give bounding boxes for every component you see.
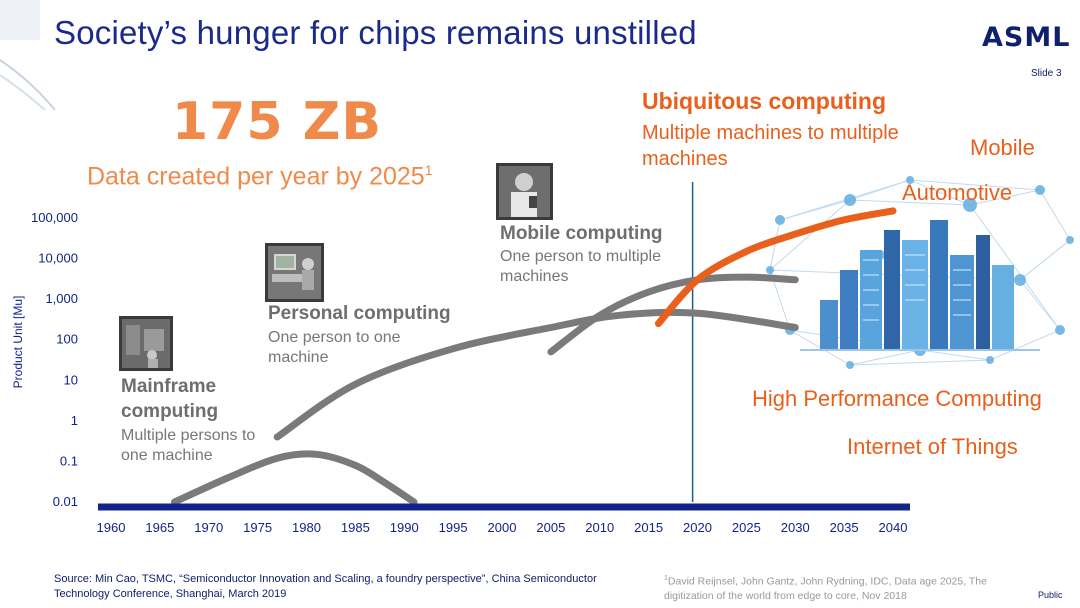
x-tick-label: 1990: [390, 520, 419, 535]
x-tick-label: 1965: [145, 520, 174, 535]
era-personal-desc: One person to one machine: [268, 329, 401, 366]
y-tick-label: 10: [64, 372, 78, 387]
x-tick-label: 2030: [781, 520, 810, 535]
series-personal-computing-line: [273, 308, 799, 441]
asml-logo: ASML: [982, 22, 1071, 53]
y-tick-label: 100: [56, 332, 78, 347]
era-mobile-title: Mobile computing: [500, 223, 663, 244]
era-mainframe-desc: Multiple persons to one machine: [121, 427, 256, 464]
x-tick-label: 2000: [488, 520, 517, 535]
x-tick-label: 2015: [634, 520, 663, 535]
y-tick-label: 100,000: [31, 210, 78, 225]
series-ubiquitous-computing-line: [654, 207, 897, 328]
x-tick-label: 2020: [683, 520, 712, 535]
plot-area: 1960 1965 1970 1975 1980 1985 1990 1995 2000 2005…: [11, 182, 910, 535]
headline-description-text: Data created per year by 2025: [87, 162, 425, 191]
footnote-mark: 1: [664, 575, 668, 582]
x-tick-label: 1995: [439, 520, 468, 535]
y-tick-label: 0.01: [53, 494, 78, 509]
y-tick-label: 1,000: [45, 291, 78, 306]
footnote-text: David Reijnsel, John Gantz, John Rydning…: [664, 575, 987, 602]
series-mobile-computing-line: [547, 273, 799, 356]
mobile-user-photo: [496, 163, 553, 220]
personal-computer-photo: [265, 243, 324, 302]
x-tick-label: 1980: [292, 520, 321, 535]
x-tick-label: 2035: [830, 520, 859, 535]
ubiquitous-title: Ubiquitous computing: [642, 88, 887, 114]
background-swoosh: [0, 0, 56, 110]
era-mainframe-title-line2: computing: [121, 401, 219, 422]
y-axis-label: Product Unit [Mu]: [11, 296, 25, 389]
mainframe-photo: [119, 316, 173, 371]
x-tick-label: 2010: [585, 520, 614, 535]
page-title: Society’s hunger for chips remains unsti…: [54, 14, 697, 51]
y-tick-label: 0.1: [60, 453, 78, 468]
y-tick-label: 10,000: [38, 251, 78, 266]
era-mainframe-title: Mainframe: [121, 376, 217, 397]
slide-number: Slide 3: [1031, 68, 1062, 79]
headline-value: 175 ZB: [172, 92, 382, 152]
series-mainframe-computing-line: [171, 450, 418, 506]
source-citation: Source: Min Cao, TSMC, “Semiconductor In…: [54, 573, 597, 600]
x-tick-label: 1975: [243, 520, 272, 535]
ubiquitous-desc: Multiple machines to multiple machines: [642, 122, 899, 170]
app-automotive: Automotive: [902, 180, 1013, 205]
y-tick-label: 1: [71, 413, 78, 428]
app-mobile: Mobile: [970, 135, 1035, 160]
classification-label: Public: [1038, 590, 1063, 600]
era-mobile-desc: One person to multiple machines: [500, 248, 661, 285]
footnote: 1David Reijnsel, John Gantz, John Rydnin…: [664, 572, 1024, 603]
era-personal-title: Personal computing: [268, 303, 451, 324]
x-tick-label: 2005: [536, 520, 565, 535]
x-tick-label: 1970: [194, 520, 223, 535]
x-tick-label: 2040: [879, 520, 908, 535]
headline-description: Data created per year by 20251: [87, 162, 433, 191]
iot-city-illustration: [766, 176, 1074, 369]
x-tick-label: 2025: [732, 520, 761, 535]
headline-footnote-mark: 1: [424, 162, 433, 178]
x-tick-label: 1960: [97, 520, 126, 535]
app-hpc: High Performance Computing: [752, 386, 1042, 411]
app-iot: Internet of Things: [847, 434, 1018, 459]
x-tick-label: 1985: [341, 520, 370, 535]
